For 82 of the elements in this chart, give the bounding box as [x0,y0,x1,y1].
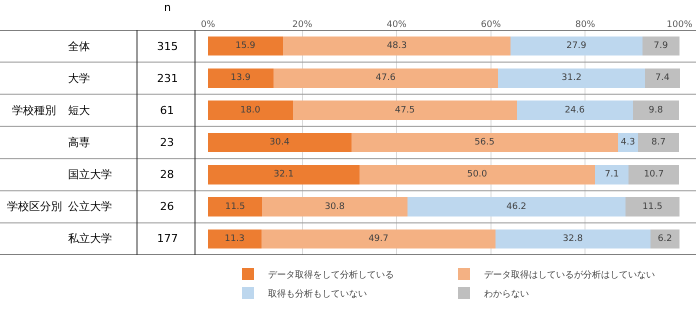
data-label: 7.1 [604,170,620,180]
data-label: 6.2 [658,234,672,244]
text: 28 [160,168,174,181]
bar [510,36,642,56]
legend-label: データ取得はしているが分析はしていない [484,270,655,281]
data-label: 30.4 [270,138,290,148]
x-tick-label: 40% [386,20,408,30]
bar [407,197,626,216]
bar [498,68,646,88]
bar [625,197,680,216]
text: 177 [157,232,178,245]
text: 315 [157,40,178,53]
data-label: 10.7 [644,170,664,180]
data-label: 46.2 [506,202,526,212]
bar [292,100,517,120]
legend-label: わからない [484,290,529,300]
bar [351,132,618,152]
data-label: 27.9 [566,41,587,52]
x-tick-label: 100% [666,20,693,30]
bar [642,36,680,56]
bar [208,165,360,184]
bar [359,165,596,184]
data-label: 18.0 [240,105,261,116]
bar [208,132,352,152]
data-label: 32.8 [562,234,584,244]
data-label: 8.7 [651,138,666,148]
text: 61 [160,104,174,117]
x-tick-label: 60% [480,20,502,30]
bar [628,165,680,184]
data-label: 49.7 [368,234,388,244]
bar [261,229,496,249]
data-label: 50.0 [467,170,488,180]
text: 26 [160,200,174,213]
data-label: 11.3 [224,234,245,244]
data-label: 7.4 [655,73,670,84]
bar [650,229,680,249]
y-tick-label: 国立大学 [68,168,112,181]
data-label: 9.8 [648,105,664,116]
bar [274,68,498,88]
bar [516,100,633,120]
text: 231 [157,72,178,85]
text: n [164,1,171,14]
data-label: 47.5 [394,105,415,116]
y-tick-label: 短大 [68,104,90,117]
bar [638,132,680,152]
data-label: 56.5 [474,138,495,148]
bar [262,197,408,216]
data-label: 48.3 [386,41,407,52]
bar [208,197,262,216]
data-label: 24.6 [564,105,586,116]
y-tick-label: 大学 [68,72,90,85]
y-tick-label: 公立大学 [68,200,112,213]
data-label: 11.5 [642,202,662,212]
bar [632,100,680,120]
bar [208,100,293,120]
text: 学校種別 [12,104,56,117]
legend-label: 取得も分析もしていない [268,288,367,300]
bar [282,36,511,56]
data-label: 31.2 [562,73,582,84]
x-tick-label: 20% [292,20,313,30]
data-label: 13.9 [230,73,251,84]
y-tick-label: 全体 [68,40,90,53]
bar [595,165,629,184]
x-tick-label: 0% [200,20,216,30]
data-label: 4.3 [620,138,636,148]
bar [645,68,680,88]
data-label: 47.6 [376,73,396,84]
data-label: 30.8 [324,202,345,212]
legend-label: データ取得をして分析している [268,270,394,281]
x-tick-label: 80% [575,20,596,30]
bar [496,229,650,249]
bar [208,229,262,249]
y-tick-label: 私立大学 [68,232,112,245]
text: 学校区分別 [7,200,62,213]
data-label: 11.5 [225,202,246,212]
data-label: 15.9 [235,41,256,52]
bar [208,36,283,56]
text: 23 [160,136,174,149]
y-tick-label: 高専 [68,136,90,149]
bar [208,68,274,88]
data-label: 7.9 [654,41,668,52]
data-label: 32.1 [274,170,294,180]
